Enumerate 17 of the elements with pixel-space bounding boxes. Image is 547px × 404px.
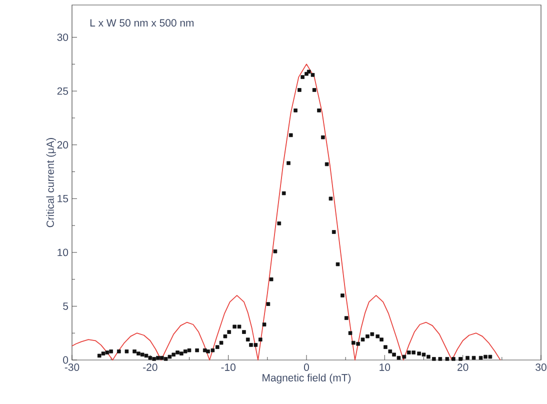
y-tick-label: 25: [57, 87, 68, 95]
x-tick-label: 30: [536, 364, 546, 371]
y-tick-label: 15: [58, 194, 68, 202]
y-tick-label: 0: [63, 356, 68, 364]
y-tick-label: 10: [58, 248, 68, 256]
x-axis-title: Magnetic field (mT): [262, 374, 351, 384]
x-tick-label: 0: [304, 364, 309, 371]
y-tick-label: 20: [57, 141, 68, 149]
x-tick-label: 10: [380, 364, 390, 371]
x-tick-label: -20: [143, 364, 158, 371]
x-tick-label: -10: [221, 364, 236, 371]
x-tick-label: -30: [64, 364, 80, 371]
x-tick-label: 20: [458, 364, 468, 371]
y-axis-title: Critical current (μA): [46, 138, 56, 228]
annotation: L x W 50 nm x 500 nm: [90, 19, 194, 27]
y-tick-label: 5: [63, 302, 68, 310]
y-tick-label: 30: [57, 34, 68, 41]
